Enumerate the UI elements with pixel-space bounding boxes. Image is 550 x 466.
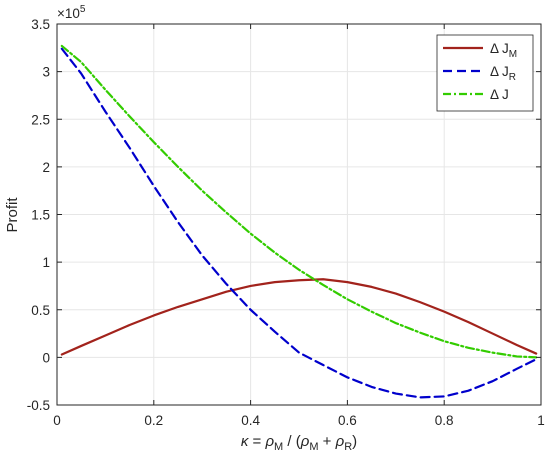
y-exponent-label: ×105	[57, 4, 86, 21]
series-line-1	[60, 278, 538, 356]
y-tick-label: 1	[42, 255, 50, 270]
x-tick-label: 1	[537, 413, 545, 428]
x-tick-label: 0.6	[338, 413, 357, 428]
x-tick-label: 0	[53, 413, 61, 428]
x-tick-label: 0.8	[435, 413, 454, 428]
y-tick-label: 3.5	[31, 17, 50, 32]
legend-box	[436, 34, 534, 112]
series-layer	[60, 44, 538, 399]
x-tick-label: 0.4	[241, 413, 260, 428]
y-tick-label: 0.5	[31, 303, 50, 318]
x-tick-label: 0.2	[144, 413, 163, 428]
legend-label-2: Δ JR	[490, 64, 516, 83]
series-line-2	[60, 47, 538, 399]
tick-marks	[56, 23, 542, 406]
y-tick-label: 3	[42, 65, 50, 80]
y-tick-label: 0	[42, 350, 50, 365]
legend: Δ JM Δ JR Δ J	[436, 34, 534, 112]
x-axis-label: κ = ρM / (ρM + ρR)	[241, 433, 357, 453]
y-tick-label: 1.5	[31, 208, 50, 223]
y-tick-label: -0.5	[27, 398, 50, 413]
y-tick-label: 2.5	[31, 112, 50, 127]
legend-label-1: Δ JM	[490, 41, 517, 60]
y-tick-label: 2	[42, 160, 50, 175]
y-axis-label: Profit	[4, 197, 21, 233]
tick-labels: 0 0.2 0.4 0.6 0.8 1-0.500.511.522.533.5	[27, 17, 545, 428]
series-line-3	[60, 44, 538, 359]
legend-label-3: Δ J	[490, 87, 509, 102]
